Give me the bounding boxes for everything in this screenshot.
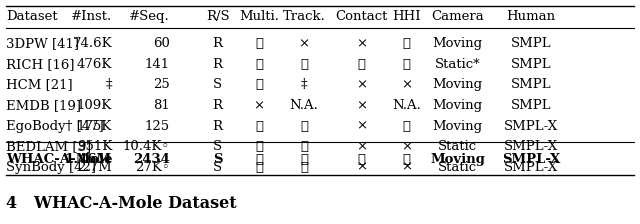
Text: S: S — [213, 153, 222, 166]
Text: #Seq.: #Seq. — [129, 10, 170, 23]
Text: N.A.: N.A. — [289, 99, 319, 112]
Text: 81: 81 — [153, 99, 170, 112]
Text: ✓: ✓ — [255, 78, 263, 91]
Text: ✓: ✓ — [255, 140, 263, 153]
Text: ✓: ✓ — [300, 120, 308, 133]
Text: ✓: ✓ — [300, 140, 308, 153]
Text: Camera: Camera — [431, 10, 484, 23]
Text: SMPL-X: SMPL-X — [504, 161, 558, 174]
Text: R: R — [212, 58, 223, 71]
Text: ✓: ✓ — [403, 37, 410, 50]
Text: R: R — [212, 99, 223, 112]
Text: 27K◦: 27K◦ — [135, 161, 170, 174]
Text: Dataset: Dataset — [6, 10, 58, 23]
Text: SMPL: SMPL — [511, 99, 552, 112]
Text: Moving: Moving — [433, 78, 483, 91]
Text: ×: × — [298, 37, 310, 50]
Text: HHI: HHI — [392, 10, 420, 23]
Text: ×: × — [356, 140, 367, 153]
Text: ✓: ✓ — [403, 153, 410, 166]
Text: S: S — [213, 78, 222, 91]
Text: ×: × — [356, 37, 367, 50]
Text: R: R — [212, 120, 223, 133]
Text: ✓: ✓ — [255, 58, 263, 71]
Text: ×: × — [356, 120, 367, 133]
Text: #Inst.: #Inst. — [71, 10, 112, 23]
Text: 2.7M: 2.7M — [77, 161, 112, 174]
Text: R: R — [212, 37, 223, 50]
Text: SMPL-X: SMPL-X — [502, 153, 561, 166]
Text: SMPL-X: SMPL-X — [504, 120, 558, 133]
Text: SynBody [42]: SynBody [42] — [6, 161, 97, 174]
Text: ✓: ✓ — [358, 153, 365, 166]
Text: 60: 60 — [153, 37, 170, 50]
Text: SMPL: SMPL — [511, 58, 552, 71]
Text: 476K: 476K — [77, 58, 112, 71]
Text: ✓: ✓ — [255, 153, 263, 166]
Text: ×: × — [253, 99, 265, 112]
Text: ✓: ✓ — [255, 120, 263, 133]
Text: S: S — [213, 140, 222, 153]
Text: EMDB [19]: EMDB [19] — [6, 99, 81, 112]
Text: 175K: 175K — [77, 120, 112, 133]
Text: ✓: ✓ — [358, 58, 365, 71]
Text: Moving: Moving — [433, 120, 483, 133]
Text: 125: 125 — [145, 120, 170, 133]
Text: 74.6K: 74.6K — [72, 37, 112, 50]
Text: 141: 141 — [145, 58, 170, 71]
Text: SMPL: SMPL — [511, 37, 552, 50]
Text: ✓: ✓ — [300, 153, 308, 166]
Text: Multi.: Multi. — [239, 10, 279, 23]
Text: ×: × — [401, 140, 412, 153]
Text: SMPL-X: SMPL-X — [504, 140, 558, 153]
Text: Human: Human — [507, 10, 556, 23]
Text: 4   WHAC-A-Mole Dataset: 4 WHAC-A-Mole Dataset — [6, 195, 237, 212]
Text: Contact: Contact — [335, 10, 388, 23]
Text: ×: × — [401, 78, 412, 91]
Text: ×: × — [356, 99, 367, 112]
Text: ✓: ✓ — [255, 161, 263, 174]
Text: Static: Static — [438, 161, 477, 174]
Text: WHAC-A-Mole: WHAC-A-Mole — [6, 153, 113, 166]
Text: HCM [21]: HCM [21] — [6, 78, 73, 91]
Text: BEDLAM [3]: BEDLAM [3] — [6, 140, 92, 153]
Text: 951K: 951K — [77, 140, 112, 153]
Text: ×: × — [401, 161, 412, 174]
Text: Track.: Track. — [283, 10, 325, 23]
Text: ✓: ✓ — [300, 161, 308, 174]
Text: 109K: 109K — [77, 99, 112, 112]
Text: 1.46M: 1.46M — [65, 153, 112, 166]
Text: EgoBody† [47]: EgoBody† [47] — [6, 120, 104, 133]
Text: RICH [16]: RICH [16] — [6, 58, 75, 71]
Text: 2434: 2434 — [132, 153, 170, 166]
Text: ✓: ✓ — [300, 58, 308, 71]
Text: Static: Static — [438, 140, 477, 153]
Text: 25: 25 — [153, 78, 170, 91]
Text: ✓: ✓ — [255, 37, 263, 50]
Text: S: S — [213, 161, 222, 174]
Text: ✓: ✓ — [403, 120, 410, 133]
Text: ‡: ‡ — [301, 78, 307, 91]
Text: Moving: Moving — [433, 99, 483, 112]
Text: 3DPW [41]: 3DPW [41] — [6, 37, 79, 50]
Text: ‡: ‡ — [106, 78, 112, 91]
Text: ×: × — [356, 161, 367, 174]
Text: Moving: Moving — [430, 153, 485, 166]
Text: ×: × — [356, 78, 367, 91]
Text: Static*: Static* — [435, 58, 481, 71]
Text: N.A.: N.A. — [392, 99, 421, 112]
Text: SMPL: SMPL — [511, 78, 552, 91]
Text: R/S: R/S — [206, 10, 229, 23]
Text: Moving: Moving — [433, 37, 483, 50]
Text: 10.4K◦: 10.4K◦ — [122, 140, 170, 153]
Text: ✓: ✓ — [403, 58, 410, 71]
